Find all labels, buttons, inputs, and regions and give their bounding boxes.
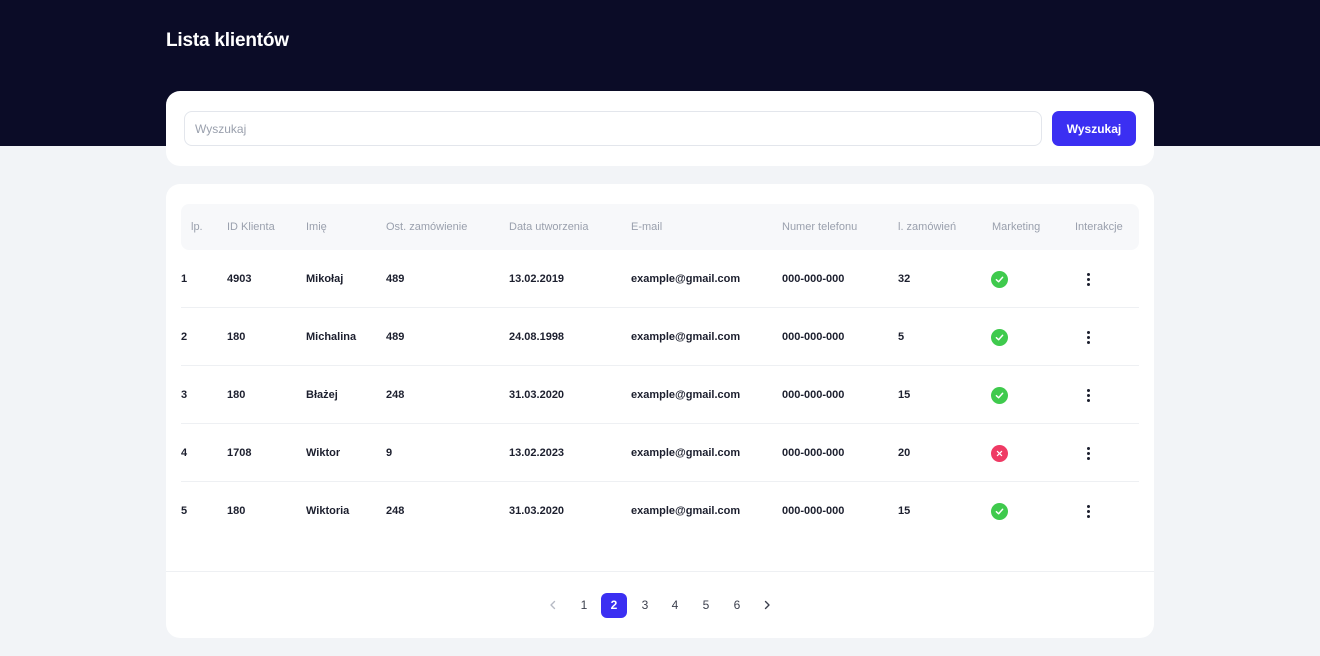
cell-orders: 15 [898, 505, 911, 517]
table-row: 5 180 Wiktoria 248 31.03.2020 example@gm… [181, 482, 1139, 540]
cell-last-order: 9 [386, 447, 393, 459]
cell-lp: 2 [181, 331, 188, 343]
column-header-client-id: ID Klienta [227, 221, 275, 233]
x-icon [991, 445, 1008, 462]
cell-orders: 5 [898, 331, 905, 343]
cell-client-id: 4903 [227, 273, 252, 285]
cell-last-order: 489 [386, 273, 405, 285]
more-vertical-icon[interactable] [1078, 269, 1098, 289]
cell-name: Michalina [306, 331, 357, 343]
cell-email: example@gmail.com [631, 505, 741, 517]
cell-phone: 000-000-000 [782, 273, 845, 285]
table-header: lp. ID Klienta Imię Ost. zamówienie Data… [181, 204, 1139, 250]
search-button[interactable]: Wyszukaj [1052, 111, 1136, 146]
cell-phone: 000-000-000 [782, 389, 845, 401]
cell-name: Mikołaj [306, 273, 344, 285]
page-button-5[interactable]: 5 [702, 598, 710, 612]
search-card: Wyszukaj [166, 91, 1154, 166]
column-header-last-order: Ost. zamówienie [386, 221, 468, 233]
cell-email: example@gmail.com [631, 273, 741, 285]
chevron-right-icon[interactable] [754, 593, 780, 618]
cell-lp: 3 [181, 389, 188, 401]
column-header-orders: l. zamówień [898, 221, 957, 233]
table-row: 4 1708 Wiktor 9 13.02.2023 example@gmail… [181, 424, 1139, 482]
chevron-left-icon[interactable] [540, 593, 566, 618]
cell-last-order: 248 [386, 505, 405, 517]
cell-created: 31.03.2020 [509, 505, 565, 517]
search-input[interactable] [184, 111, 1042, 146]
more-vertical-icon[interactable] [1078, 501, 1098, 521]
cell-created: 31.03.2020 [509, 389, 565, 401]
cell-phone: 000-000-000 [782, 447, 845, 459]
more-vertical-icon[interactable] [1078, 327, 1098, 347]
cell-name: Wiktoria [306, 505, 350, 517]
cell-lp: 4 [181, 447, 188, 459]
check-icon [991, 387, 1008, 404]
cell-orders: 15 [898, 389, 911, 401]
check-icon [991, 503, 1008, 520]
more-vertical-icon[interactable] [1078, 385, 1098, 405]
cell-lp: 1 [181, 273, 188, 285]
page-button-4[interactable]: 4 [671, 598, 679, 612]
table-divider [166, 571, 1154, 572]
cell-client-id: 180 [227, 331, 246, 343]
cell-last-order: 489 [386, 331, 405, 343]
cell-client-id: 180 [227, 505, 246, 517]
column-header-interactions: Interakcje [1075, 221, 1123, 233]
more-vertical-icon[interactable] [1078, 443, 1098, 463]
cell-orders: 32 [898, 273, 911, 285]
column-header-lp: lp. [191, 221, 203, 233]
pagination: 1 2 3 4 5 6 [166, 593, 1154, 618]
cell-email: example@gmail.com [631, 389, 741, 401]
column-header-email: E-mail [631, 221, 663, 233]
cell-created: 24.08.1998 [509, 331, 565, 343]
cell-phone: 000-000-000 [782, 505, 845, 517]
page-button-2[interactable]: 2 [601, 593, 627, 618]
cell-lp: 5 [181, 505, 188, 517]
table-row: 1 4903 Mikołaj 489 13.02.2019 example@gm… [181, 250, 1139, 308]
table-row: 3 180 Błażej 248 31.03.2020 example@gmai… [181, 366, 1139, 424]
column-header-created: Data utworzenia [509, 221, 589, 233]
column-header-marketing: Marketing [992, 221, 1041, 233]
cell-name: Błażej [306, 389, 338, 401]
page-button-3[interactable]: 3 [641, 598, 649, 612]
cell-client-id: 180 [227, 389, 246, 401]
page-title: Lista klientów [166, 30, 289, 51]
column-header-name: Imię [306, 221, 327, 233]
cell-created: 13.02.2023 [509, 447, 565, 459]
page-button-1[interactable]: 1 [580, 598, 588, 612]
cell-client-id: 1708 [227, 447, 252, 459]
clients-table: lp. ID Klienta Imię Ost. zamówienie Data… [166, 184, 1154, 638]
check-icon [991, 271, 1008, 288]
column-header-phone: Numer telefonu [782, 221, 858, 233]
cell-orders: 20 [898, 447, 911, 459]
page-button-6[interactable]: 6 [733, 598, 741, 612]
check-icon [991, 329, 1008, 346]
cell-email: example@gmail.com [631, 331, 741, 343]
cell-created: 13.02.2019 [509, 273, 565, 285]
cell-phone: 000-000-000 [782, 331, 845, 343]
cell-name: Wiktor [306, 447, 341, 459]
cell-email: example@gmail.com [631, 447, 741, 459]
cell-last-order: 248 [386, 389, 405, 401]
table-row: 2 180 Michalina 489 24.08.1998 example@g… [181, 308, 1139, 366]
